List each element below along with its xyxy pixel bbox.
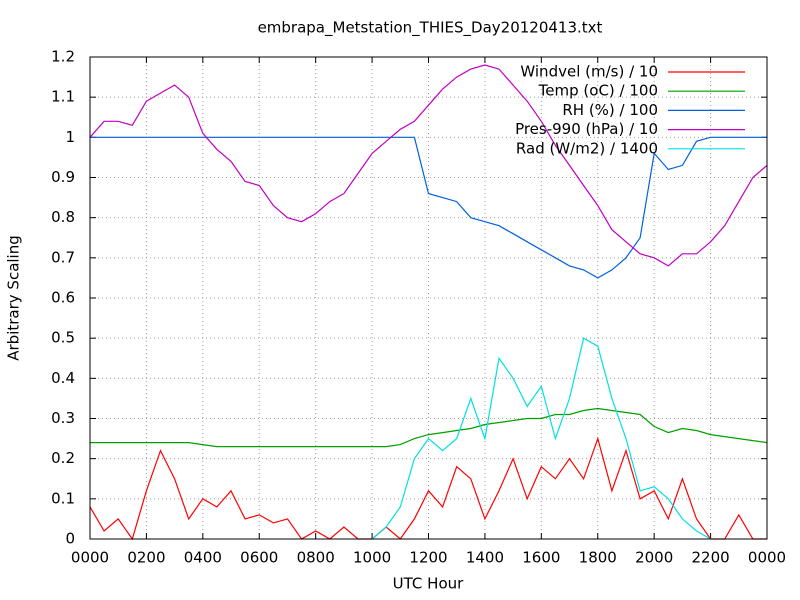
legend-label: Rad (W/m2) / 1400 xyxy=(516,139,658,157)
x-tick-label: 1200 xyxy=(409,549,447,567)
legend-label: Temp (oC) / 100 xyxy=(538,82,658,100)
legend-label: Pres-990 (hPa) / 10 xyxy=(515,120,658,138)
data-line xyxy=(89,64,768,267)
x-tick-label: 0000 xyxy=(748,549,786,567)
x-tick-label: 0600 xyxy=(240,549,278,567)
x-tick-label: 0800 xyxy=(297,549,335,567)
y-tick-label: 0.8 xyxy=(51,208,75,226)
y-tick-label: 1.2 xyxy=(51,48,75,66)
x-tick-label: 0200 xyxy=(127,549,165,567)
y-tick-label: 0.5 xyxy=(51,329,75,347)
data-line xyxy=(90,136,767,279)
y-tick-label: 0.4 xyxy=(51,369,75,387)
plot-border xyxy=(89,56,768,540)
x-tick-label: 1600 xyxy=(522,549,560,567)
y-tick-label: 1 xyxy=(65,128,75,146)
x-tick-label: 0400 xyxy=(184,549,222,567)
x-tick-label: 2200 xyxy=(691,549,729,567)
x-tick-label: 2000 xyxy=(635,549,673,567)
x-tick-label: 1400 xyxy=(466,549,504,567)
y-tick-label: 0.7 xyxy=(51,248,75,266)
x-tick-label: 0000 xyxy=(71,549,109,567)
legend-label: Windvel (m/s) / 10 xyxy=(520,63,658,81)
legend-label: RH (%) / 100 xyxy=(562,101,658,119)
y-tick-label: 0.1 xyxy=(51,489,75,507)
data-line xyxy=(371,337,711,540)
y-axis-label: Arbitrary Scaling xyxy=(5,235,23,361)
y-tick-label: 0.2 xyxy=(51,449,75,467)
y-tick-label: 0.3 xyxy=(51,409,75,427)
x-axis-label: UTC Hour xyxy=(393,575,464,593)
chart-title: embrapa_Metstation_THIES_Day20120413.txt xyxy=(258,19,603,38)
y-tick-label: 0 xyxy=(65,530,75,548)
y-tick-label: 1.1 xyxy=(51,88,75,106)
y-tick-label: 0.6 xyxy=(51,289,75,307)
x-tick-label: 1800 xyxy=(579,549,617,567)
data-line xyxy=(90,407,768,448)
x-tick-label: 1000 xyxy=(353,549,391,567)
data-line xyxy=(89,436,767,541)
y-tick-label: 0.9 xyxy=(51,168,75,186)
